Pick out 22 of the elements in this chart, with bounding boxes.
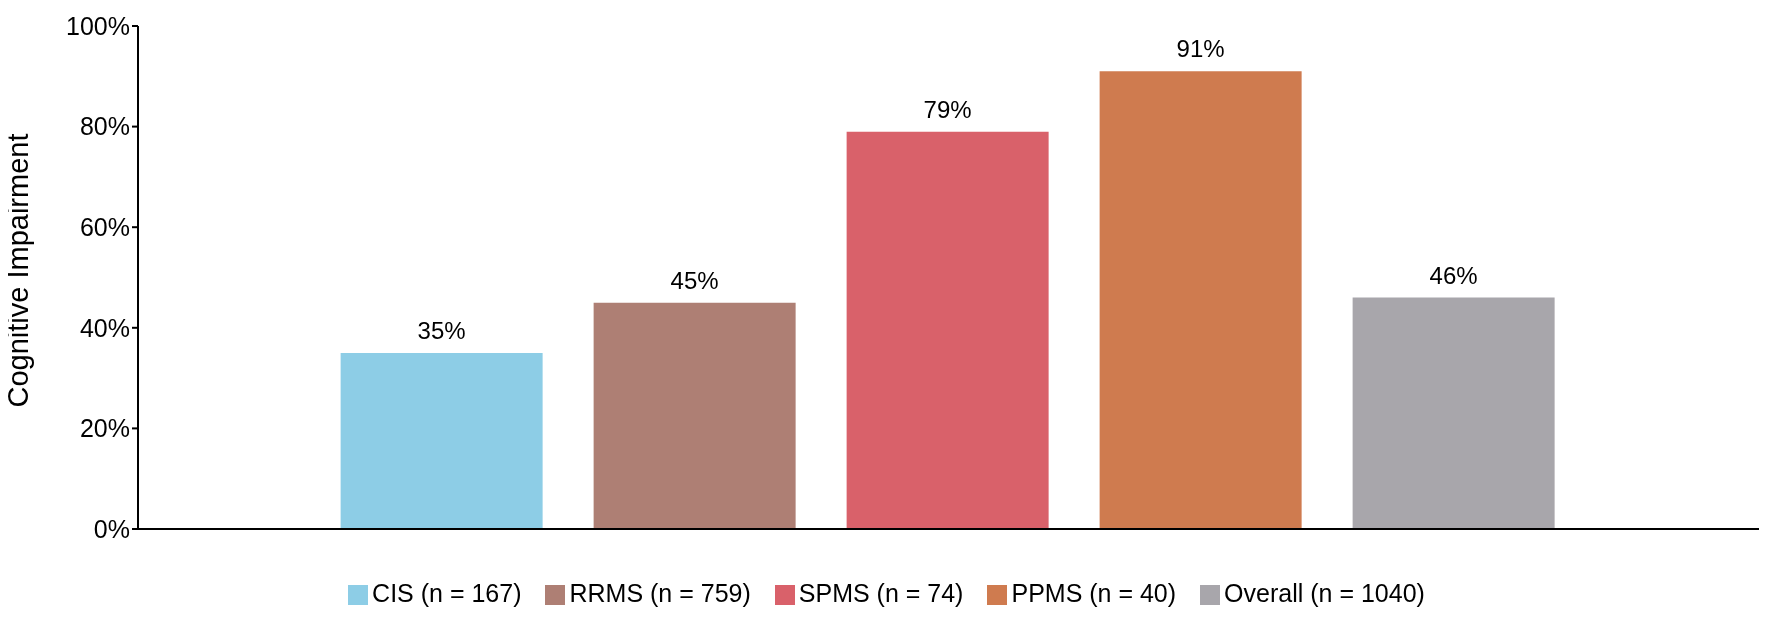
y-tick-label: 40% bbox=[79, 313, 130, 342]
bar bbox=[340, 352, 543, 529]
legend-label: RRMS (n = 759) bbox=[569, 579, 751, 607]
legend-label: SPMS (n = 74) bbox=[798, 579, 964, 607]
legend-label: CIS (n = 167) bbox=[372, 579, 522, 607]
y-tick-label: 80% bbox=[79, 112, 130, 141]
y-axis-title: Cognitive Impairment bbox=[2, 133, 35, 408]
bar bbox=[1099, 71, 1302, 529]
legend-label: Overall (n = 1040) bbox=[1224, 579, 1425, 607]
data-label: 79% bbox=[923, 95, 972, 123]
legend-label: PPMS (n = 40) bbox=[1011, 579, 1177, 607]
data-label: 35% bbox=[417, 316, 466, 344]
bar bbox=[593, 302, 796, 529]
y-tick-label: 0% bbox=[93, 514, 130, 543]
y-tick-label: 20% bbox=[79, 414, 130, 443]
bar bbox=[1352, 297, 1555, 529]
y-tick-label: 100% bbox=[66, 11, 130, 40]
bar bbox=[846, 131, 1049, 529]
y-tick-label: 60% bbox=[79, 213, 130, 242]
data-label: 45% bbox=[670, 266, 719, 294]
data-label: 46% bbox=[1429, 261, 1478, 289]
data-label: 91% bbox=[1176, 35, 1225, 63]
